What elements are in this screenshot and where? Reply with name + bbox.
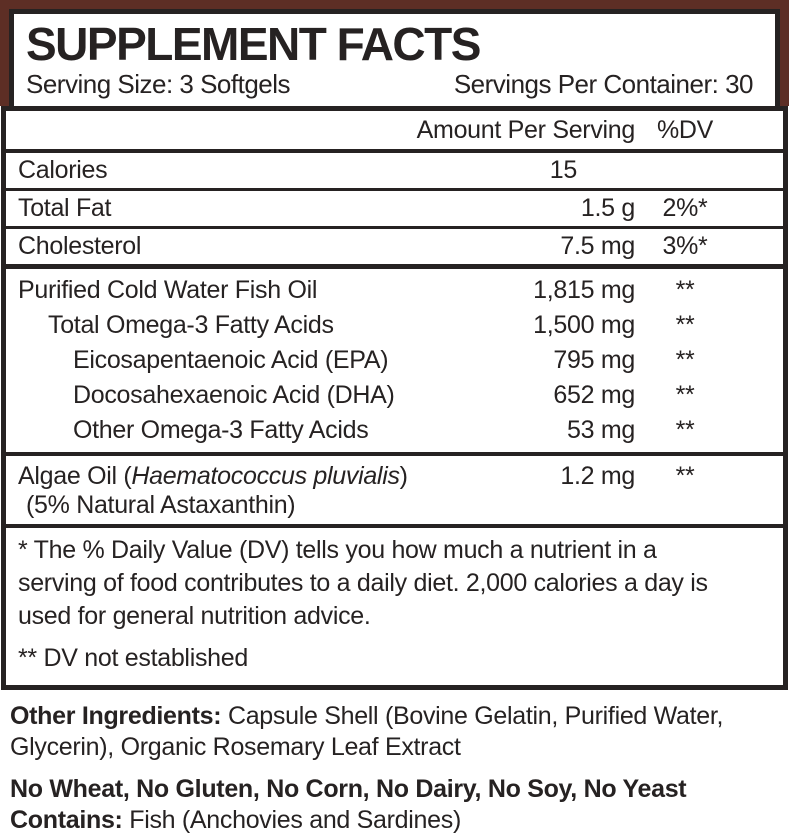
allergen-free-statement: No Wheat, No Gluten, No Corn, No Dairy, … [10,775,687,804]
table-row-total-omega3: Total Omega-3 Fatty Acids 1,500 mg ** [48,311,695,340]
divider [6,149,783,154]
table-row-calories: Calories 15 [18,156,577,185]
divider [6,188,783,192]
below-label-text: Other Ingredients: Capsule Shell (Bovine… [0,690,789,836]
table-row-dha: Docosahexaenoic Acid (DHA) 652 mg ** [73,381,695,410]
facts-table: Amount Per Serving %DV Calories 15 Total… [1,106,788,691]
servings-per-container: Servings Per Container: 30 [453,69,754,100]
serving-size: Serving Size: 3 Softgels [26,69,291,100]
serving-info-row: Serving Size: 3 Softgels Servings Per Co… [26,69,761,100]
divider [6,524,783,529]
fish-oil-group: Purified Cold Water Fish Oil 1,815 mg **… [6,269,783,452]
footnote-section: * The % Daily Value (DV) tells you how m… [6,528,783,685]
algae-oil-subtext: (5% Natural Astaxanthin) [26,491,296,520]
other-ingredients-text: Capsule Shell (Bovine Gelatin, Purified … [10,702,724,762]
divider [6,452,783,457]
table-row-total-fat: Total Fat 1.5 g 2%* [18,194,708,223]
column-header-dv: %DV [656,116,714,145]
dv-not-established-footnote: ** DV not established [18,644,248,673]
table-row-cholesterol: Cholesterol 7.5 mg 3%* [18,232,708,261]
divider [6,264,783,270]
header-box: SUPPLEMENT FACTS Serving Size: 3 Softgel… [9,9,780,107]
table-row-fish-oil: Purified Cold Water Fish Oil 1,815 mg ** [18,276,695,305]
divider [6,226,783,230]
algae-oil-group: Algae Oil (Haematococcus pluvialis) 1.2 … [6,456,783,524]
spacer [10,763,777,774]
header-brown-frame: SUPPLEMENT FACTS Serving Size: 3 Softgel… [0,0,789,107]
contains-statement: Contains: Fish (Anchovies and Sardines) [10,805,777,836]
table-row-algae-oil: Algae Oil (Haematococcus pluvialis) 1.2 … [18,462,695,491]
latin-name: Haematococcus pluvialis [131,462,400,491]
other-ingredients: Other Ingredients: Capsule Shell (Bovine… [10,701,777,763]
contains-label: Contains: [10,806,123,835]
column-header-row: Amount Per Serving %DV [6,111,783,149]
column-header-amount: Amount Per Serving [416,116,636,145]
label-title: SUPPLEMENT FACTS [26,18,481,70]
table-row-epa: Eicosapentaenoic Acid (EPA) 795 mg ** [73,346,695,375]
contains-text: Fish (Anchovies and Sardines) [122,806,461,835]
other-ingredients-label: Other Ingredients: [10,702,222,731]
table-row-other-omega3: Other Omega-3 Fatty Acids 53 mg ** [73,416,695,445]
daily-value-footnote: * The % Daily Value (DV) tells you how m… [18,536,708,631]
